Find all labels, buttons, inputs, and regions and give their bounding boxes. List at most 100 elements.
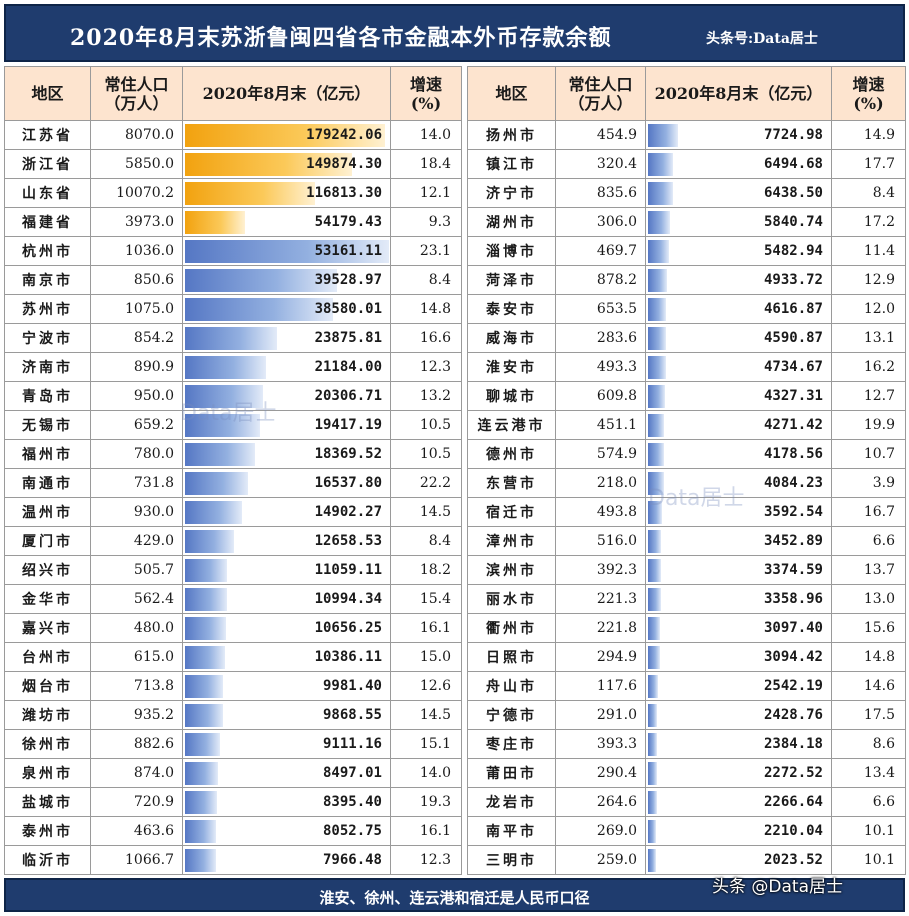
- deposit-bar: [648, 269, 667, 292]
- region-cell: 泉州市: [4, 758, 91, 788]
- table-row: 济宁市 835.6 6438.50 8.4: [467, 178, 906, 208]
- region-cell: 威海市: [467, 323, 556, 353]
- deposit-cell: 9981.40: [182, 671, 391, 701]
- page-title: 2020年8月末苏浙鲁闽四省各市金融本外币存款余额: [70, 25, 612, 51]
- region-cell: 苏州市: [4, 294, 91, 324]
- deposit-value: 2272.52: [763, 765, 823, 781]
- growth-cell: 3.9: [831, 468, 906, 498]
- growth-cell: 10.5: [390, 410, 462, 440]
- deposit-value: 4590.87: [763, 330, 823, 346]
- deposit-bar: [648, 762, 657, 785]
- deposit-cell: 6438.50: [645, 178, 832, 208]
- population-cell: 874.0: [90, 758, 183, 788]
- deposit-bar: [648, 559, 661, 582]
- population-cell: 493.3: [555, 352, 646, 382]
- region-cell: 温州市: [4, 497, 91, 527]
- population-cell: 264.6: [555, 787, 646, 817]
- growth-cell: 12.7: [831, 381, 906, 411]
- region-cell: 徐州市: [4, 729, 91, 759]
- deposit-bar: [185, 211, 245, 234]
- region-cell: 德州市: [467, 439, 556, 469]
- deposit-value: 8052.75: [322, 823, 382, 839]
- population-cell: 259.0: [555, 845, 646, 875]
- growth-cell: 12.3: [390, 352, 462, 382]
- growth-cell: 8.4: [390, 265, 462, 295]
- table-row: 烟台市 713.8 9981.40 12.6: [4, 671, 462, 701]
- header-population: 常住人口 （万人）: [555, 66, 646, 121]
- region-cell: 镇江市: [467, 149, 556, 179]
- growth-cell: 14.8: [390, 294, 462, 324]
- deposit-value: 3094.42: [763, 649, 823, 665]
- growth-cell: 10.1: [831, 816, 906, 846]
- deposit-value: 12658.53: [314, 533, 382, 549]
- deposit-bar: [185, 762, 218, 785]
- table-row: 德州市 574.9 4178.56 10.7: [467, 439, 906, 469]
- deposit-bar: [185, 588, 227, 611]
- deposit-value: 18369.52: [314, 446, 382, 462]
- table-row: 衢州市 221.8 3097.40 15.6: [467, 613, 906, 643]
- deposit-bar: [648, 414, 664, 437]
- population-cell: 392.3: [555, 555, 646, 585]
- deposit-bar: [185, 646, 225, 669]
- deposit-bar: [648, 443, 664, 466]
- deposit-value: 116813.30: [306, 185, 382, 201]
- region-cell: 宁波市: [4, 323, 91, 353]
- population-cell: 218.0: [555, 468, 646, 498]
- deposit-bar: [185, 617, 226, 640]
- deposit-bar: [648, 356, 666, 379]
- region-cell: 龙岩市: [467, 787, 556, 817]
- deposit-cell: 7966.48: [182, 845, 391, 875]
- table-row: 连云港市 451.1 4271.42 19.9: [467, 410, 906, 440]
- deposit-cell: 4590.87: [645, 323, 832, 353]
- growth-cell: 18.4: [390, 149, 462, 179]
- region-cell: 济宁市: [467, 178, 556, 208]
- population-cell: 306.0: [555, 207, 646, 237]
- population-cell: 221.3: [555, 584, 646, 614]
- deposit-cell: 18369.52: [182, 439, 391, 469]
- deposit-cell: 3097.40: [645, 613, 832, 643]
- table-row: 淮安市 493.3 4734.67 16.2: [467, 352, 906, 382]
- deposit-bar: [648, 501, 662, 524]
- population-cell: 950.0: [90, 381, 183, 411]
- deposit-value: 4933.72: [763, 272, 823, 288]
- population-cell: 890.9: [90, 352, 183, 382]
- watermark-right: Data居士: [648, 486, 745, 511]
- table-row: 济南市 890.9 21184.00 12.3: [4, 352, 462, 382]
- deposit-value: 4271.42: [763, 417, 823, 433]
- table-row: 泉州市 874.0 8497.01 14.0: [4, 758, 462, 788]
- population-cell: 731.8: [90, 468, 183, 498]
- growth-cell: 8.6: [831, 729, 906, 759]
- deposit-cell: 20306.71: [182, 381, 391, 411]
- population-cell: 505.7: [90, 555, 183, 585]
- title-bar: 2020年8月末苏浙鲁闽四省各市金融本外币存款余额 头条号:Data居士: [4, 4, 905, 62]
- deposit-cell: 14902.27: [182, 497, 391, 527]
- region-cell: 枣庄市: [467, 729, 556, 759]
- region-cell: 无锡市: [4, 410, 91, 440]
- population-cell: 463.6: [90, 816, 183, 846]
- population-cell: 780.0: [90, 439, 183, 469]
- deposit-cell: 8395.40: [182, 787, 391, 817]
- deposit-cell: 6494.68: [645, 149, 832, 179]
- deposit-bar: [185, 153, 352, 176]
- table-row: 临沂市 1066.7 7966.48 12.3: [4, 845, 462, 875]
- region-cell: 滨州市: [467, 555, 556, 585]
- deposit-bar: [185, 530, 234, 553]
- left-table-body: 江苏省 8070.0 179242.06 14.0 浙江省 5850.0 149874.30…: [4, 120, 462, 875]
- table-row: 南平市 269.0 2210.04 10.1: [467, 816, 906, 846]
- deposit-value: 53161.11: [314, 243, 382, 259]
- deposit-cell: 10994.34: [182, 584, 391, 614]
- region-cell: 厦门市: [4, 526, 91, 556]
- growth-cell: 23.1: [390, 236, 462, 266]
- region-cell: 潍坊市: [4, 700, 91, 730]
- population-cell: 1036.0: [90, 236, 183, 266]
- deposit-bar: [648, 646, 660, 669]
- table-row: 日照市 294.9 3094.42 14.8: [467, 642, 906, 672]
- deposit-cell: 8497.01: [182, 758, 391, 788]
- population-cell: 469.7: [555, 236, 646, 266]
- region-cell: 漳州市: [467, 526, 556, 556]
- growth-cell: 14.9: [831, 120, 906, 150]
- table-row: 淄博市 469.7 5482.94 11.4: [467, 236, 906, 266]
- deposit-bar: [648, 240, 669, 263]
- population-cell: 882.6: [90, 729, 183, 759]
- region-cell: 青岛市: [4, 381, 91, 411]
